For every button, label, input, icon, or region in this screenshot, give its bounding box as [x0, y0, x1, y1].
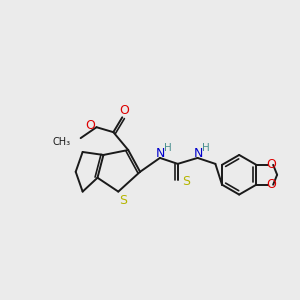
Text: N: N — [194, 148, 203, 160]
Text: H: H — [202, 143, 209, 153]
Text: O: O — [266, 178, 276, 191]
Text: O: O — [119, 104, 129, 117]
Text: O: O — [266, 158, 276, 171]
Text: N: N — [156, 148, 166, 160]
Text: O: O — [85, 119, 95, 132]
Text: S: S — [182, 175, 190, 188]
Text: S: S — [119, 194, 127, 207]
Text: CH₃: CH₃ — [52, 137, 71, 147]
Text: H: H — [164, 143, 172, 153]
